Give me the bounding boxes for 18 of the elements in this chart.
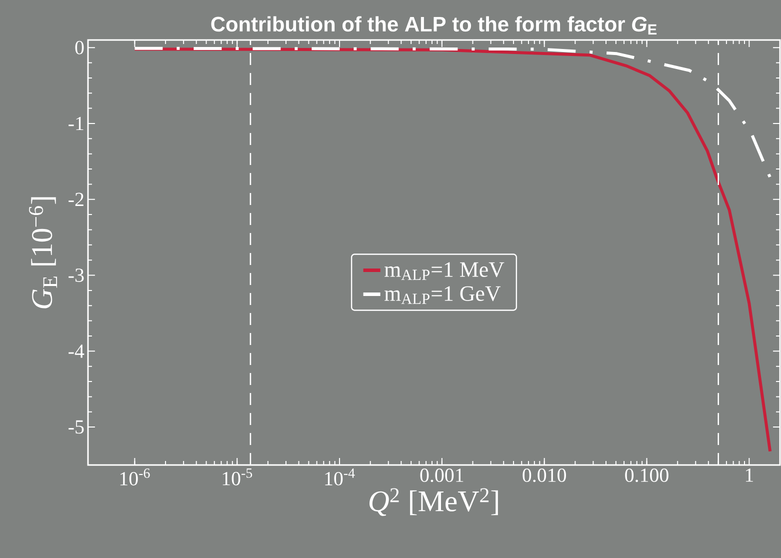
y-tick-label: 0 — [75, 40, 84, 54]
y-tick-label: -3 — [68, 268, 84, 282]
legend-label: m$_{ALP}$=1 MeV — [384, 262, 504, 280]
y-axis-title: G$_{E}$ [10$^{−6}$] — [29, 197, 58, 308]
x-tick-label: 0.001 — [420, 468, 464, 482]
chart-title: Contribution of the ALP to the form factor G$_{E}$ — [211, 16, 657, 34]
y-tick-label: -4 — [68, 344, 84, 358]
x-tick-label: 0.100 — [625, 468, 668, 482]
x-tick-label: 10$^{-6}$ — [120, 468, 150, 486]
x-tick-label: 0.010 — [522, 468, 566, 482]
x-tick-label: 10$^{-5}$ — [222, 468, 252, 486]
y-tick-label: -1 — [68, 116, 84, 130]
y-tick-label: -2 — [68, 192, 84, 206]
x-tick-label: 10$^{-4}$ — [325, 468, 355, 486]
x-axis-title: Q$^{2}$ [MeV$^{2}$] — [370, 488, 498, 516]
legend-label: m$_{ALP}$=1 GeV — [384, 286, 501, 304]
y-tick-label: -5 — [68, 420, 84, 434]
x-tick-label: 1 — [746, 468, 753, 482]
